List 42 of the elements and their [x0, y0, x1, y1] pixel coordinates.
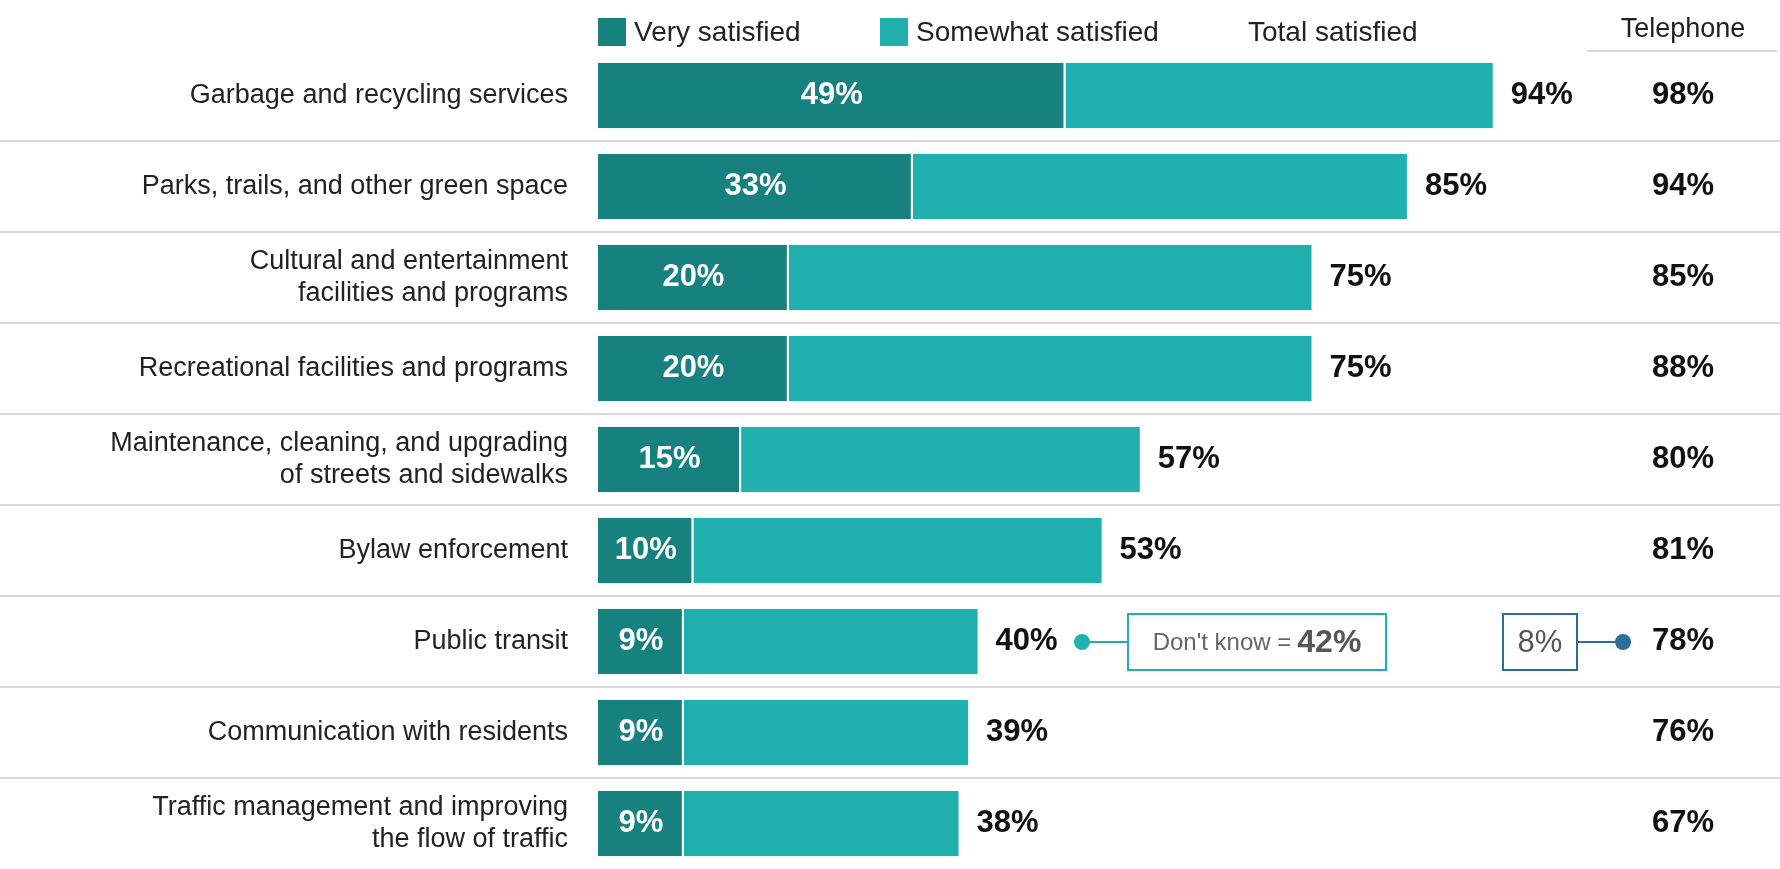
total-label: 53% [1119, 531, 1182, 567]
data-label: 20% [662, 349, 725, 385]
annotation: Don't know = 42% [1152, 623, 1362, 660]
text: 78% [1651, 622, 1715, 658]
data-label: 9% [618, 713, 664, 749]
y-tick-label: Communication with residents [207, 715, 568, 746]
text: 88% [1651, 349, 1715, 385]
text: 8% [1502, 612, 1578, 671]
total-label: 75% [1329, 349, 1392, 385]
y-tick-label: Traffic management and improving the flow of traffic [152, 790, 568, 854]
legend-label: Somewhat satisfied [916, 16, 1159, 48]
text: 67% [1651, 804, 1715, 840]
total-label: 57% [1157, 440, 1220, 476]
text: Telephone [1620, 13, 1746, 44]
text: 76% [1651, 713, 1715, 749]
total-label: 38% [976, 804, 1039, 840]
data-label: 15% [638, 440, 701, 476]
y-tick-label: Garbage and recycling services [189, 78, 568, 109]
y-tick-label: Parks, trails, and other green space [141, 169, 568, 200]
legend-label: Very satisfied [634, 16, 801, 48]
total-label: 39% [986, 713, 1049, 749]
text: 81% [1651, 531, 1715, 567]
total-label: 85% [1424, 167, 1487, 203]
total-label: 75% [1329, 258, 1392, 294]
data-label: 33% [724, 167, 787, 203]
data-label: 9% [618, 622, 664, 658]
data-label: 9% [618, 804, 664, 840]
y-tick-label: Recreational facilities and programs [138, 351, 568, 382]
y-tick-label: Public transit [413, 624, 569, 655]
y-tick-label: Cultural and entertainment facilities and programs [249, 244, 569, 308]
y-tick-label: Maintenance, cleaning, and upgrading of streets and sidewalks [110, 426, 568, 490]
text: 80% [1651, 440, 1715, 476]
total-label: 40% [995, 622, 1058, 658]
text: 85% [1651, 258, 1715, 294]
data-label: 49% [800, 76, 863, 112]
total-label: 94% [1510, 76, 1573, 112]
text: 98% [1651, 76, 1715, 112]
text: Total satisfied [1248, 16, 1418, 48]
data-label: 20% [662, 258, 725, 294]
text: 94% [1651, 167, 1715, 203]
y-tick-label: Bylaw enforcement [338, 533, 569, 564]
data-label: 10% [614, 531, 677, 567]
